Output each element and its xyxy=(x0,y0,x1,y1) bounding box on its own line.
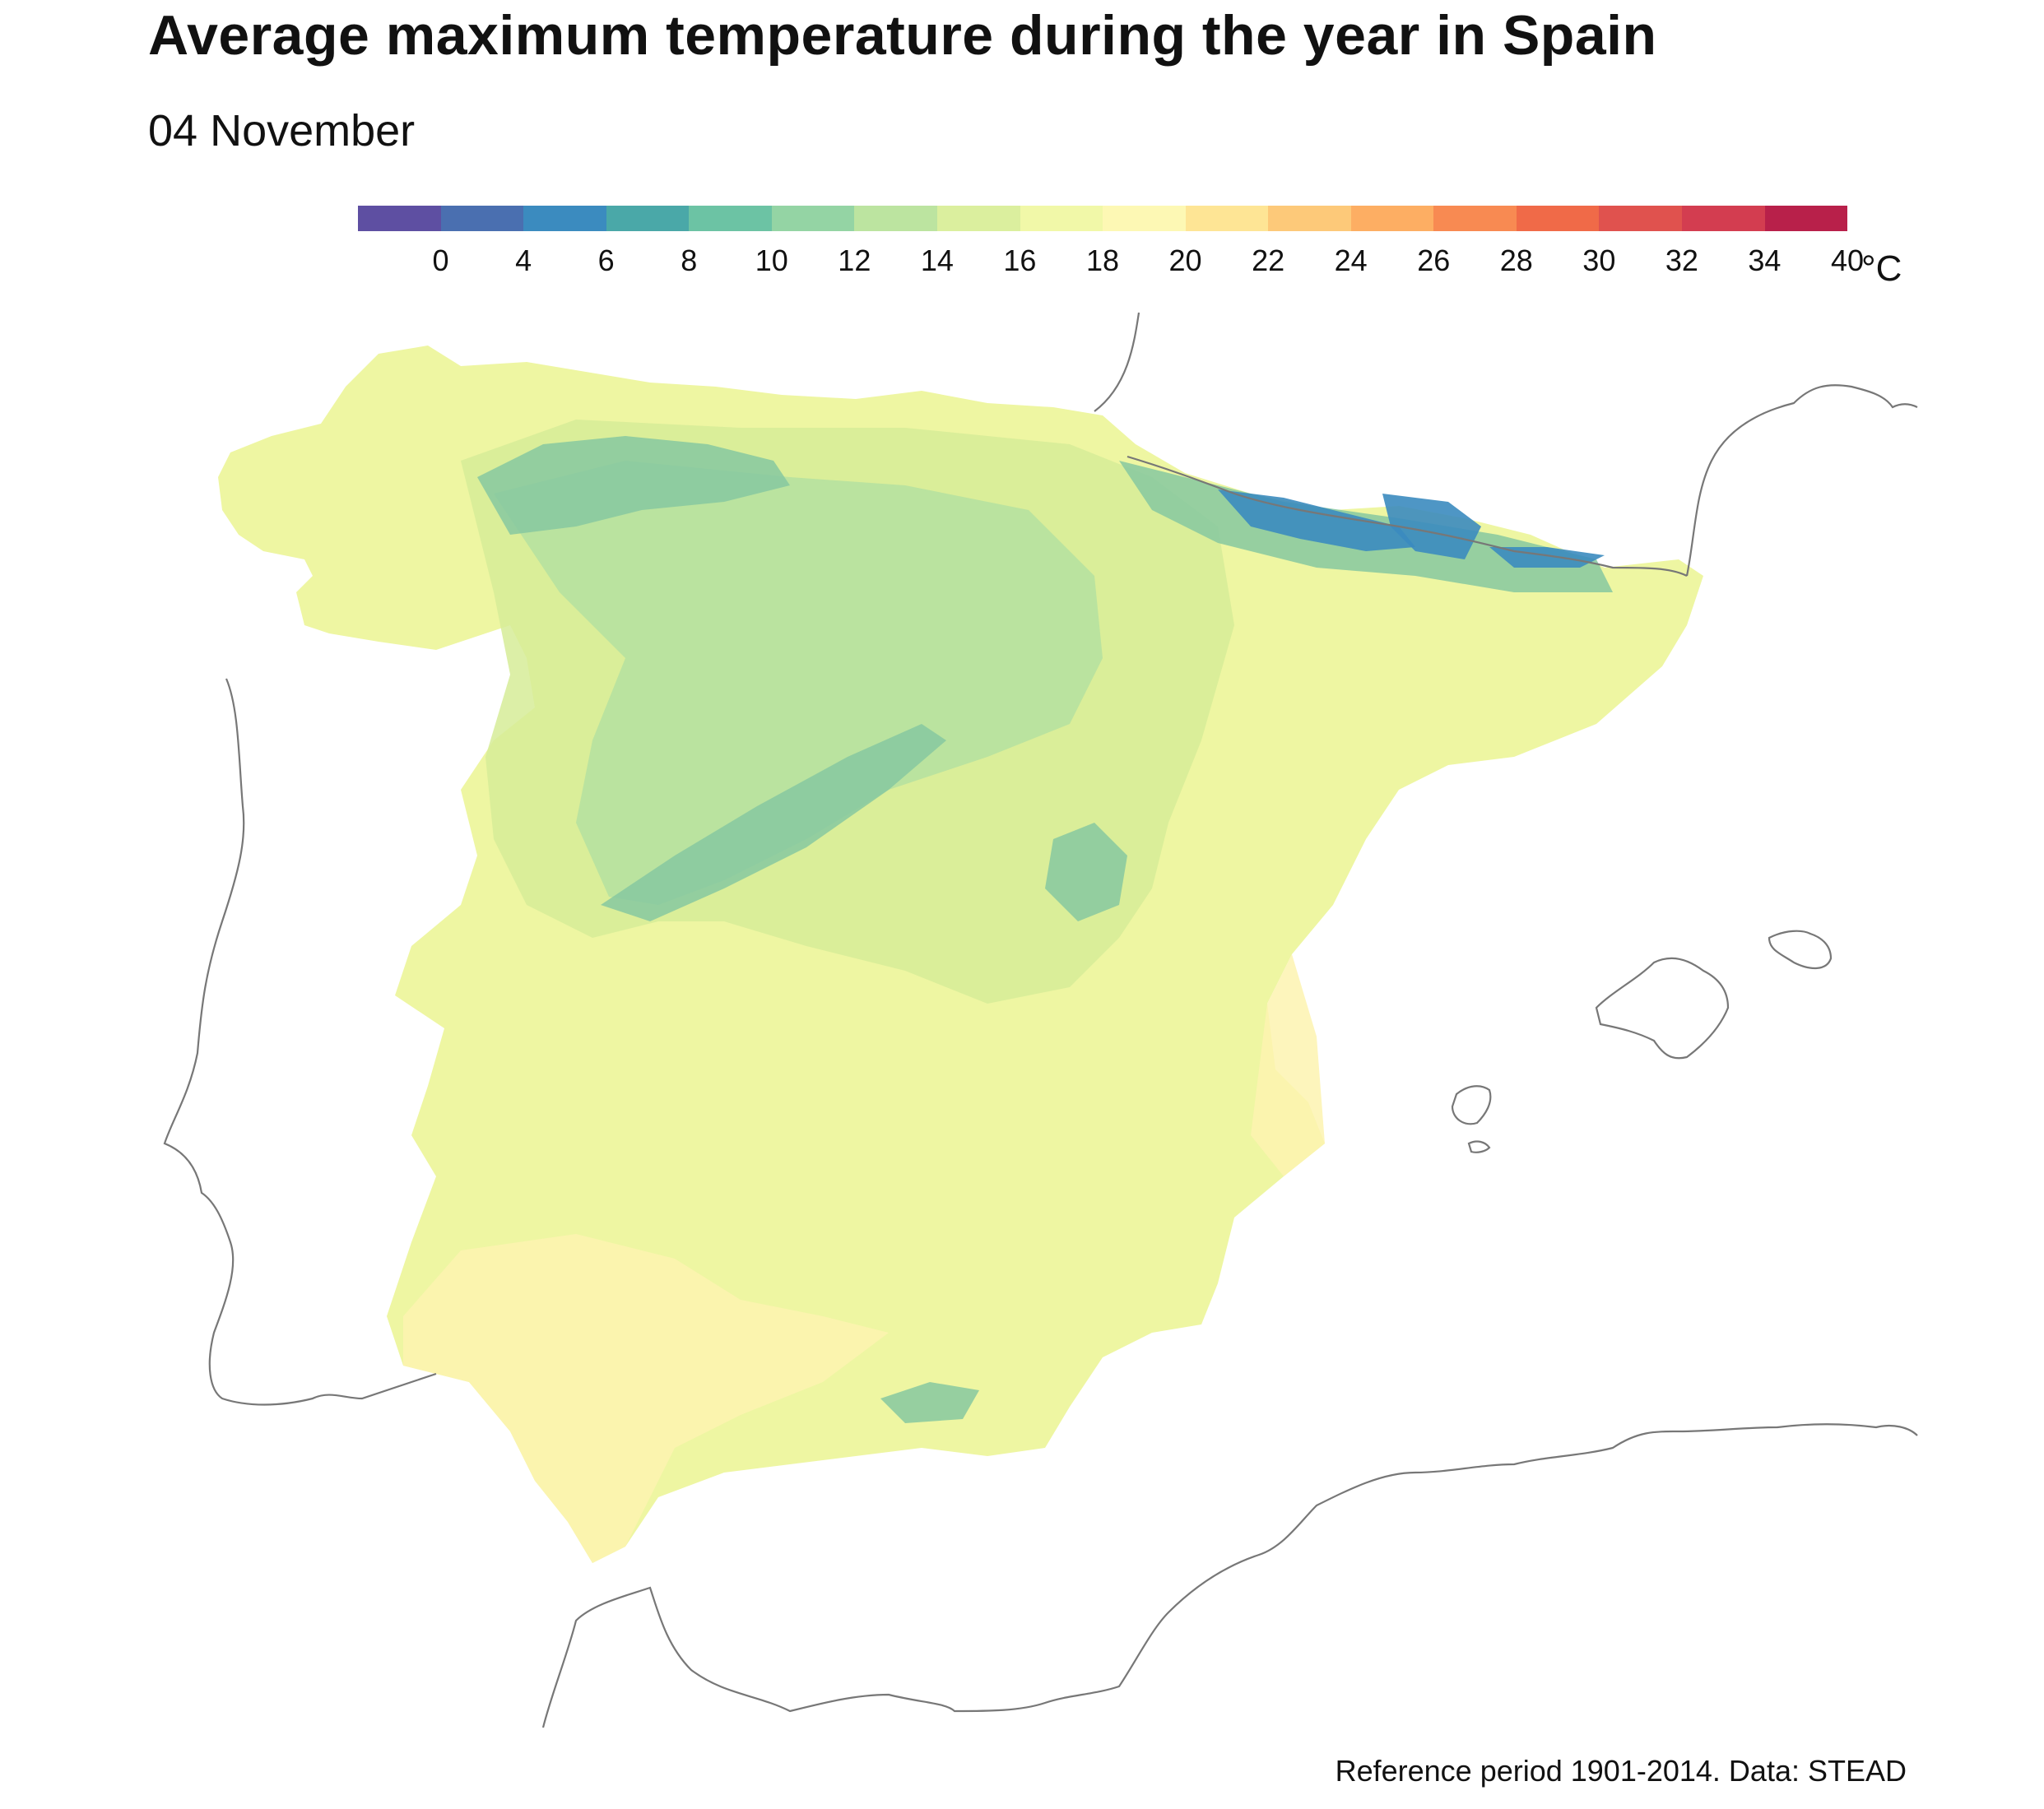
france-coastline xyxy=(1094,312,1918,577)
legend-swatch xyxy=(771,206,855,231)
mallorca-outline xyxy=(1595,957,1730,1060)
legend-swatch xyxy=(1185,206,1269,231)
legend-tick-label: 32 xyxy=(1665,244,1698,277)
legend-swatch xyxy=(358,206,441,231)
legend-tick-label: 28 xyxy=(1499,244,1533,277)
legend-tick-label: 12 xyxy=(838,244,871,277)
date-subtitle: 04 November xyxy=(148,106,416,155)
legend-swatch xyxy=(1350,206,1434,231)
legend-swatch xyxy=(523,206,606,231)
legend-tick-label: 20 xyxy=(1168,244,1202,277)
legend-tick-label: 14 xyxy=(920,244,954,277)
cantabrian-mountains-colder-zone xyxy=(477,436,790,535)
legend-swatch xyxy=(440,206,524,231)
menorca-outline xyxy=(1768,930,1833,969)
legend-tick-label: 30 xyxy=(1582,244,1616,277)
legend-tick-label: 34 xyxy=(1748,244,1782,277)
legend-swatch xyxy=(1433,206,1517,231)
chart-title: Average maximum temperature during the y… xyxy=(148,4,1657,67)
ibiza-outline xyxy=(1451,1085,1492,1125)
data-source-caption: Reference period 1901-2014. Data: STEAD xyxy=(1335,1754,1907,1788)
central-system-colder-zone xyxy=(601,724,946,921)
legend-swatch xyxy=(1764,206,1848,231)
legend-tick-label: 8 xyxy=(681,244,698,277)
pyrenees-coldest-zone-east xyxy=(1382,494,1481,559)
central-highlands-cold-zone xyxy=(494,461,1103,905)
legend-tick-label: 26 xyxy=(1417,244,1451,277)
morocco-coastline xyxy=(541,1423,1918,1728)
legend-tick-label: 24 xyxy=(1334,244,1368,277)
color-legend: 0 4 6 8 10 12 14 16 18 20 22 24 26 28 30 32 34 40 xyxy=(358,206,1864,296)
legend-swatch xyxy=(1516,206,1600,231)
legend-swatch xyxy=(1103,206,1186,231)
legend-swatch xyxy=(689,206,772,231)
legend-swatch xyxy=(1020,206,1103,231)
legend-swatch xyxy=(854,206,937,231)
spain-temperature-fill xyxy=(218,346,1703,1563)
legend-swatch xyxy=(1599,206,1682,231)
southwest-warm-zone xyxy=(403,1234,889,1563)
pyrenees-coldest-zone xyxy=(1218,489,1415,551)
portugal-coastline xyxy=(163,678,437,1406)
legend-unit: °C xyxy=(1861,248,1902,289)
legend-tick-label: 18 xyxy=(1085,244,1120,277)
legend-swatch xyxy=(1268,206,1351,231)
legend-tick-label: 16 xyxy=(1003,244,1037,277)
legend-tick-label: 40 xyxy=(1830,244,1865,277)
temperature-map xyxy=(163,312,1918,1728)
east-coast-warm-zone xyxy=(1251,954,1325,1176)
sierra-nevada-colder-zone xyxy=(880,1382,979,1423)
legend-tick-label: 0 xyxy=(432,244,449,277)
legend-tick-label: 6 xyxy=(597,244,615,277)
coastlines xyxy=(163,312,1918,1728)
legend-tick-label: 10 xyxy=(755,244,788,277)
legend-swatch xyxy=(936,206,1020,231)
legend-tick-label: 4 xyxy=(515,244,532,277)
legend-swatch xyxy=(1682,206,1765,231)
legend-color-bar xyxy=(358,206,1848,231)
formentera-outline xyxy=(1467,1140,1491,1153)
legend-swatch xyxy=(606,206,690,231)
legend-tick-label: 22 xyxy=(1252,244,1285,277)
iberian-system-colder-zone xyxy=(1045,823,1127,921)
